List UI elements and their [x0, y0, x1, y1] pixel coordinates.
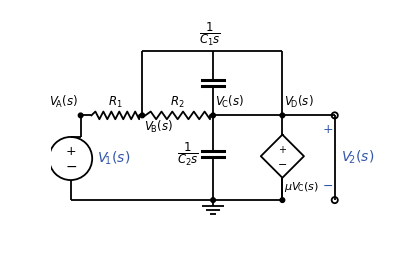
- Circle shape: [280, 113, 285, 118]
- Circle shape: [78, 113, 83, 118]
- Text: $+$: $+$: [322, 123, 333, 136]
- Text: $-$: $-$: [64, 158, 77, 172]
- Text: $V_{\!1}(s)$: $V_{\!1}(s)$: [97, 150, 130, 167]
- Text: $V_{\!\mathrm{A}}(s)$: $V_{\!\mathrm{A}}(s)$: [49, 94, 77, 110]
- Circle shape: [211, 113, 215, 118]
- Text: $V_{\!\mathrm{B}}(s)$: $V_{\!\mathrm{B}}(s)$: [144, 119, 173, 135]
- Circle shape: [140, 113, 145, 118]
- Text: $-$: $-$: [277, 158, 287, 168]
- Text: $V_{\!\mathrm{C}}(s)$: $V_{\!\mathrm{C}}(s)$: [215, 94, 244, 110]
- Text: $\dfrac{1}{C_2 s}$: $\dfrac{1}{C_2 s}$: [177, 140, 199, 168]
- Text: $\mu V_{\!\mathrm{C}}(s)$: $\mu V_{\!\mathrm{C}}(s)$: [284, 180, 319, 194]
- Text: $\dfrac{1}{C_1 s}$: $\dfrac{1}{C_1 s}$: [199, 20, 221, 48]
- Text: $V_{\!2}(s)$: $V_{\!2}(s)$: [341, 149, 374, 166]
- Text: $-$: $-$: [322, 179, 333, 192]
- Text: $V_{\!\mathrm{D}}(s)$: $V_{\!\mathrm{D}}(s)$: [284, 94, 314, 110]
- Text: $+$: $+$: [65, 145, 76, 158]
- Circle shape: [280, 198, 285, 202]
- Circle shape: [211, 198, 215, 202]
- Text: $R_2$: $R_2$: [170, 95, 185, 110]
- Text: $+$: $+$: [278, 144, 287, 155]
- Text: $R_1$: $R_1$: [108, 95, 123, 110]
